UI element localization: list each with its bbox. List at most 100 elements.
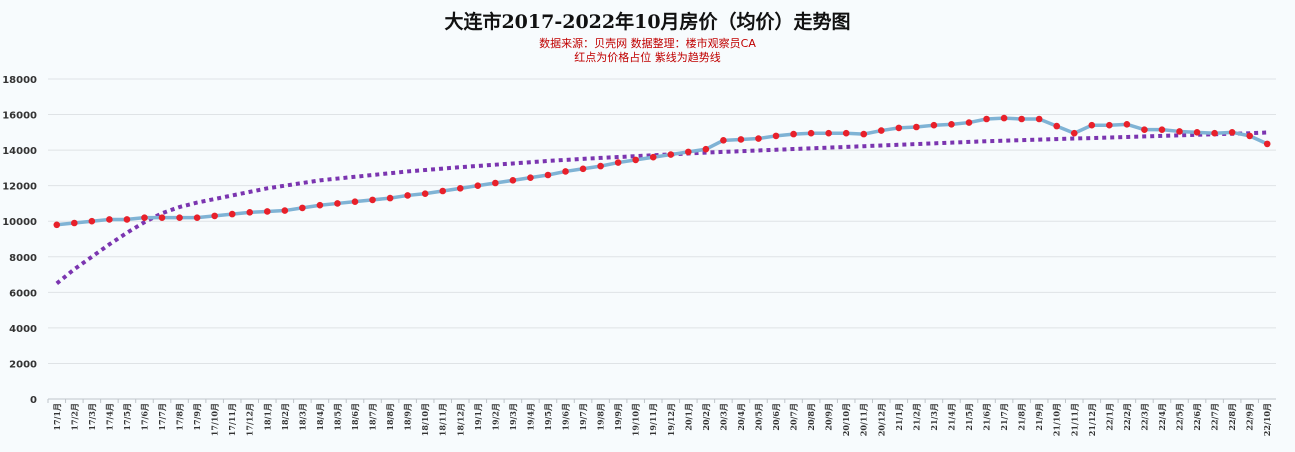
x-tick-label: 19/6月 — [561, 403, 571, 431]
price-point — [123, 216, 131, 223]
price-point — [1228, 129, 1236, 136]
price-point — [755, 135, 762, 142]
price-point — [351, 198, 359, 205]
price-point — [1141, 126, 1148, 133]
x-tick-label: 21/7月 — [999, 403, 1009, 431]
x-tick-label: 20/8月 — [806, 403, 816, 431]
price-point — [790, 130, 797, 138]
price-point — [685, 148, 692, 156]
x-axis: 17/1月 17/2月 17/3月 17/4月 17/5月 17/6月 17/7月 17/8月… — [47, 399, 1272, 436]
x-tick-label: 21/2月 — [911, 403, 921, 431]
x-tick-label: 21/8月 — [1017, 403, 1027, 431]
x-tick-label: 20/11月 — [859, 403, 869, 436]
price-point — [527, 174, 534, 181]
x-tick-label: 18/11月 — [438, 403, 448, 436]
x-tick-label: 17/2月 — [69, 403, 79, 431]
x-tick-label: 19/9月 — [613, 403, 623, 431]
x-tick-label: 20/4月 — [736, 403, 746, 431]
x-tick-label: 20/1月 — [683, 403, 693, 431]
price-point — [1070, 129, 1078, 137]
x-tick-label: 22/8月 — [1227, 403, 1237, 431]
x-tick-label: 17/6月 — [139, 403, 149, 431]
y-tick-label: 2000 — [9, 359, 37, 370]
price-point — [1018, 115, 1025, 123]
price-point — [1106, 121, 1113, 129]
y-axis: 0 2000 4000 6000 8000 10000 12000 14000 16000 180… — [2, 75, 37, 406]
y-tick-label: 6000 — [9, 288, 37, 299]
price-point — [1158, 126, 1166, 133]
x-tick-label: 22/4月 — [1157, 403, 1167, 431]
price-point — [88, 217, 96, 225]
x-tick-label: 20/5月 — [753, 403, 763, 431]
price-point — [158, 214, 166, 221]
x-tick-label: 22/6月 — [1192, 403, 1202, 431]
price-point — [544, 171, 552, 179]
x-tick-label: 17/8月 — [175, 403, 185, 431]
price-point — [53, 221, 61, 229]
price-point — [702, 145, 710, 153]
x-tick-label: 19/10月 — [631, 403, 641, 436]
x-tick-label: 20/10月 — [841, 403, 851, 436]
price-point — [1211, 129, 1218, 137]
price-point — [386, 194, 394, 202]
x-tick-label: 18/3月 — [297, 403, 307, 431]
price-point — [404, 192, 411, 199]
price-point — [649, 153, 657, 161]
y-tick-label: 12000 — [2, 182, 37, 193]
price-point — [860, 130, 868, 138]
x-tick-label: 20/2月 — [701, 403, 711, 431]
price-point — [1088, 121, 1096, 129]
price-point — [895, 124, 903, 132]
x-tick-label: 21/11月 — [1069, 403, 1079, 436]
x-tick-label: 17/3月 — [87, 403, 97, 431]
price-point — [474, 182, 482, 189]
x-tick-label: 22/7月 — [1210, 403, 1220, 431]
x-tick-label: 18/1月 — [262, 403, 272, 431]
price-point — [246, 209, 254, 216]
price-point — [334, 200, 341, 207]
price-point — [965, 119, 973, 126]
price-point — [772, 132, 780, 140]
x-tick-label: 19/4月 — [525, 403, 535, 431]
price-point — [632, 156, 639, 164]
price-point — [930, 121, 938, 129]
y-tick-label: 16000 — [2, 111, 37, 122]
price-point — [369, 196, 376, 204]
x-tick-label: 22/9月 — [1245, 403, 1255, 431]
x-tick-label: 18/2月 — [280, 403, 290, 431]
x-tick-label: 17/9月 — [192, 403, 202, 431]
chart-title: 大连市2017-2022年10月房价（均价）走势图 — [444, 11, 851, 33]
price-point — [877, 127, 885, 134]
price-point — [825, 129, 832, 137]
y-tick-label: 0 — [30, 395, 37, 406]
y-tick-label: 18000 — [2, 75, 37, 86]
x-tick-label: 20/3月 — [718, 403, 728, 431]
x-tick-label: 21/4月 — [946, 403, 956, 431]
price-point — [948, 121, 955, 128]
x-tick-label: 18/5月 — [332, 403, 342, 431]
x-tick-label: 21/10月 — [1052, 403, 1062, 436]
price-point — [439, 187, 447, 195]
price-line — [56, 116, 1268, 227]
price-point — [1193, 129, 1201, 136]
x-tick-label: 19/11月 — [648, 403, 658, 436]
x-tick-label: 17/10月 — [210, 403, 220, 436]
price-point — [106, 216, 113, 223]
x-tick-label: 20/9月 — [824, 403, 834, 431]
price-point — [1035, 115, 1043, 123]
price-point — [1176, 128, 1183, 135]
price-point — [667, 151, 675, 158]
x-tick-label: 19/7月 — [578, 403, 588, 431]
price-point — [492, 179, 499, 187]
x-tick-label: 22/10月 — [1262, 403, 1272, 436]
price-point — [509, 177, 517, 184]
x-tick-label: 22/1月 — [1104, 403, 1114, 431]
x-tick-label: 17/11月 — [227, 403, 237, 436]
subtitle-source: 数据来源：贝壳网 数据整理：楼市观察员CA — [539, 37, 756, 50]
x-tick-label: 18/8月 — [385, 403, 395, 431]
price-point — [579, 165, 587, 173]
x-tick-label: 17/12月 — [245, 403, 255, 436]
x-tick-label: 18/7月 — [368, 403, 378, 431]
x-tick-label: 20/6月 — [771, 403, 781, 431]
x-tick-label: 18/4月 — [315, 403, 325, 431]
